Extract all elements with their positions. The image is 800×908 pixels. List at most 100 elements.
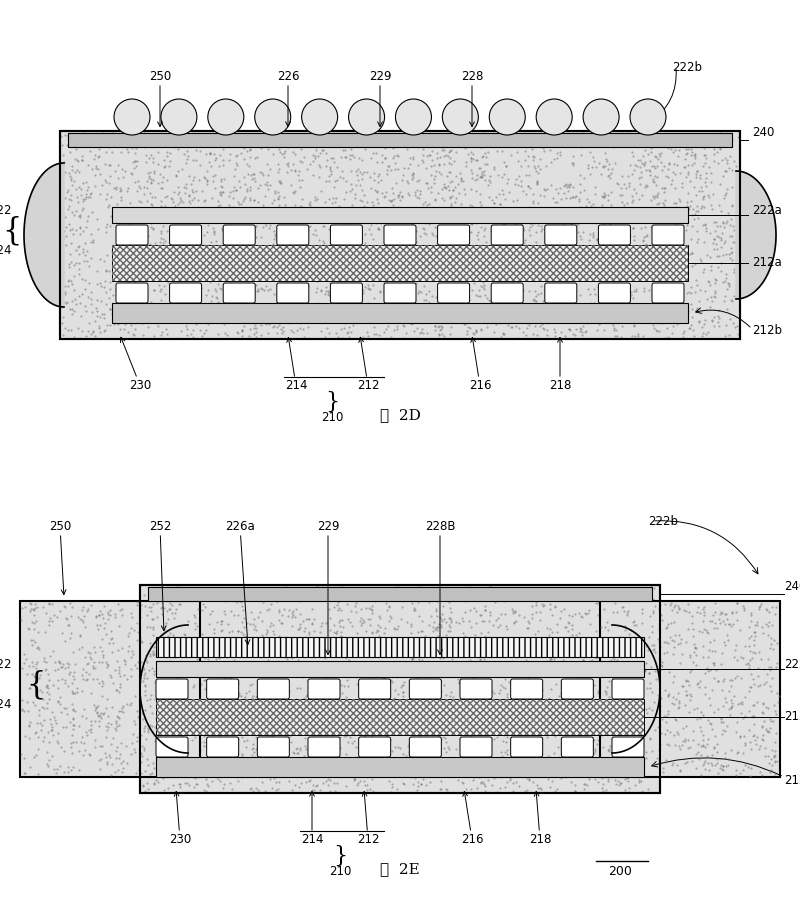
FancyBboxPatch shape: [170, 225, 202, 245]
FancyBboxPatch shape: [358, 737, 390, 757]
FancyBboxPatch shape: [116, 225, 148, 245]
Bar: [112, 207, 688, 223]
Bar: [60, 131, 740, 339]
Text: 222b: 222b: [672, 61, 702, 74]
FancyBboxPatch shape: [652, 283, 684, 303]
Circle shape: [114, 99, 150, 135]
FancyBboxPatch shape: [358, 679, 390, 699]
Circle shape: [630, 99, 666, 135]
Text: 240: 240: [784, 579, 800, 593]
Text: 200: 200: [608, 865, 632, 878]
FancyBboxPatch shape: [545, 225, 577, 245]
Bar: [156, 757, 644, 777]
Text: {: {: [26, 669, 46, 700]
FancyBboxPatch shape: [562, 679, 594, 699]
Text: 229: 229: [317, 520, 339, 655]
Text: 212: 212: [357, 792, 379, 846]
Text: 250: 250: [149, 70, 171, 126]
Circle shape: [349, 99, 385, 135]
Text: 222b: 222b: [648, 515, 678, 528]
Text: 224: 224: [0, 244, 12, 258]
FancyBboxPatch shape: [223, 283, 255, 303]
FancyBboxPatch shape: [277, 225, 309, 245]
Polygon shape: [24, 163, 64, 307]
Text: 214: 214: [285, 338, 307, 392]
Bar: [600, 601, 780, 777]
FancyBboxPatch shape: [612, 737, 644, 757]
Text: 250: 250: [49, 520, 71, 595]
FancyBboxPatch shape: [384, 225, 416, 245]
Text: {: {: [2, 215, 22, 246]
FancyBboxPatch shape: [384, 283, 416, 303]
Circle shape: [490, 99, 526, 135]
Text: 240: 240: [752, 125, 774, 139]
FancyBboxPatch shape: [438, 283, 470, 303]
Bar: [156, 637, 644, 657]
Text: 216: 216: [461, 792, 483, 846]
Text: 212b: 212b: [784, 775, 800, 787]
FancyBboxPatch shape: [410, 679, 442, 699]
Text: 212: 212: [357, 338, 379, 392]
FancyBboxPatch shape: [156, 737, 188, 757]
Text: }: }: [325, 391, 339, 413]
Bar: [140, 585, 660, 793]
FancyBboxPatch shape: [598, 225, 630, 245]
FancyBboxPatch shape: [206, 737, 238, 757]
Circle shape: [395, 99, 431, 135]
FancyBboxPatch shape: [438, 225, 470, 245]
Text: 218: 218: [549, 338, 571, 392]
Text: 230: 230: [121, 337, 151, 392]
FancyBboxPatch shape: [460, 679, 492, 699]
FancyBboxPatch shape: [491, 225, 523, 245]
FancyBboxPatch shape: [510, 679, 542, 699]
Bar: [156, 699, 644, 735]
Polygon shape: [736, 171, 776, 299]
Text: 210: 210: [329, 865, 351, 878]
Text: 210: 210: [321, 411, 343, 424]
Text: 229: 229: [369, 70, 391, 126]
FancyBboxPatch shape: [258, 679, 290, 699]
Text: }: }: [333, 845, 347, 867]
Text: 图  2E: 图 2E: [380, 862, 420, 876]
FancyBboxPatch shape: [652, 225, 684, 245]
FancyBboxPatch shape: [330, 283, 362, 303]
Text: 252: 252: [149, 520, 171, 630]
Circle shape: [208, 99, 244, 135]
FancyBboxPatch shape: [308, 679, 340, 699]
Text: 228B: 228B: [425, 520, 455, 655]
Text: 222a: 222a: [752, 204, 782, 218]
Bar: [60, 131, 740, 339]
FancyBboxPatch shape: [491, 283, 523, 303]
Text: 222a: 222a: [784, 658, 800, 672]
Text: 214: 214: [301, 792, 323, 846]
FancyBboxPatch shape: [410, 737, 442, 757]
FancyBboxPatch shape: [460, 737, 492, 757]
Bar: [112, 245, 688, 281]
Circle shape: [161, 99, 197, 135]
FancyBboxPatch shape: [612, 679, 644, 699]
Text: 218: 218: [529, 792, 551, 846]
Bar: [112, 245, 688, 281]
Circle shape: [302, 99, 338, 135]
FancyBboxPatch shape: [562, 737, 594, 757]
Circle shape: [536, 99, 572, 135]
Text: 212a: 212a: [784, 710, 800, 724]
Text: 222: 222: [0, 658, 12, 672]
Text: 226: 226: [277, 70, 299, 126]
Text: 222: 222: [0, 204, 12, 218]
FancyBboxPatch shape: [330, 225, 362, 245]
FancyBboxPatch shape: [510, 737, 542, 757]
FancyBboxPatch shape: [223, 225, 255, 245]
Circle shape: [583, 99, 619, 135]
Bar: [148, 587, 652, 601]
Bar: [156, 661, 644, 677]
Text: 212b: 212b: [752, 324, 782, 338]
Circle shape: [254, 99, 290, 135]
FancyBboxPatch shape: [277, 283, 309, 303]
FancyBboxPatch shape: [308, 737, 340, 757]
Text: 216: 216: [469, 338, 491, 392]
Text: 212a: 212a: [752, 256, 782, 270]
Bar: [140, 585, 660, 793]
Text: 图  2D: 图 2D: [379, 408, 421, 422]
FancyBboxPatch shape: [156, 679, 188, 699]
